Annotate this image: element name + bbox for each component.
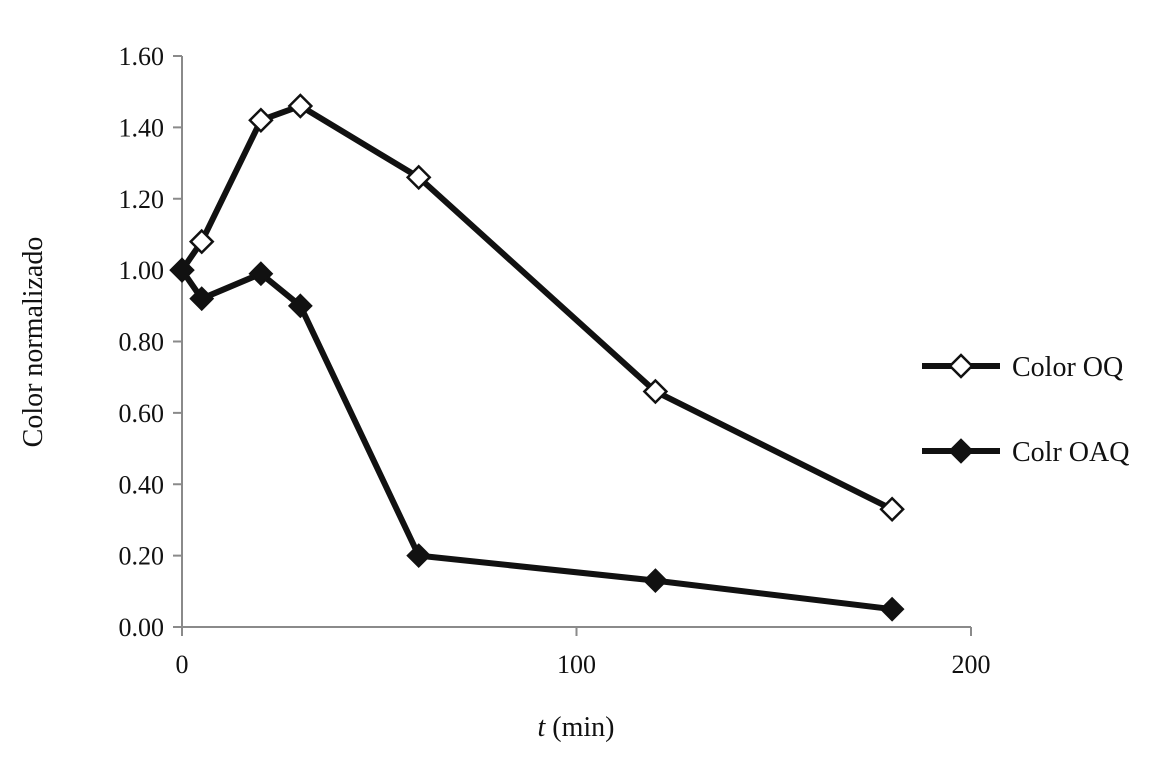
legend: Color OQ Colr OAQ xyxy=(922,352,1129,468)
legend-label: Colr OAQ xyxy=(1012,437,1129,468)
data-point xyxy=(287,93,314,119)
y-tick-label: 0.40 xyxy=(119,470,165,499)
legend-item: Colr OAQ xyxy=(922,437,1129,468)
series-line xyxy=(179,102,896,513)
legend-label: Color OQ xyxy=(1012,352,1123,383)
y-tick-label: 1.00 xyxy=(119,256,165,285)
y-tick-label: 0.60 xyxy=(119,399,165,428)
y-ticks: 0.00 0.20 0.40 0.60 0.80 1.00 1.20 1.40 1.60 xyxy=(119,42,182,642)
x-tick-label: 100 xyxy=(557,650,596,679)
y-tick-label: 1.60 xyxy=(119,42,165,71)
y-tick-label: 0.20 xyxy=(119,542,165,571)
data-point xyxy=(879,596,905,622)
data-point xyxy=(642,568,668,594)
x-ticks: 0 100 200 xyxy=(176,627,991,679)
data-point xyxy=(169,257,195,283)
filled-diamond-icon xyxy=(948,438,974,464)
series-colr-oaq xyxy=(169,257,905,622)
y-tick-label: 1.20 xyxy=(119,185,165,214)
series-line xyxy=(179,267,896,613)
data-point xyxy=(189,286,215,312)
data-point xyxy=(405,164,432,191)
y-tick-label: 1.40 xyxy=(119,113,165,142)
open-diamond-icon xyxy=(948,353,974,379)
data-point xyxy=(879,496,905,522)
x-tick-label: 0 xyxy=(176,650,189,679)
data-point xyxy=(642,378,669,405)
y-tick-label: 0.00 xyxy=(119,613,165,642)
x-axis-title: t (min) xyxy=(538,712,615,743)
data-point xyxy=(248,261,274,287)
plot-area: 0.00 0.20 0.40 0.60 0.80 1.00 1.20 1.40 1.60 0 10… xyxy=(119,42,991,679)
data-point xyxy=(287,293,313,319)
series-color-oq xyxy=(169,93,905,522)
data-point xyxy=(188,228,215,255)
data-point xyxy=(406,543,432,569)
x-axis-title-unit: (min) xyxy=(545,712,614,743)
y-axis-title: Color normalizado xyxy=(18,237,49,448)
series-layer xyxy=(169,93,905,622)
y-tick-label: 0.80 xyxy=(119,328,165,357)
x-tick-label: 200 xyxy=(952,650,991,679)
legend-item: Color OQ xyxy=(922,352,1123,383)
x-axis-title-variable: t xyxy=(538,712,547,743)
data-point xyxy=(248,107,274,134)
